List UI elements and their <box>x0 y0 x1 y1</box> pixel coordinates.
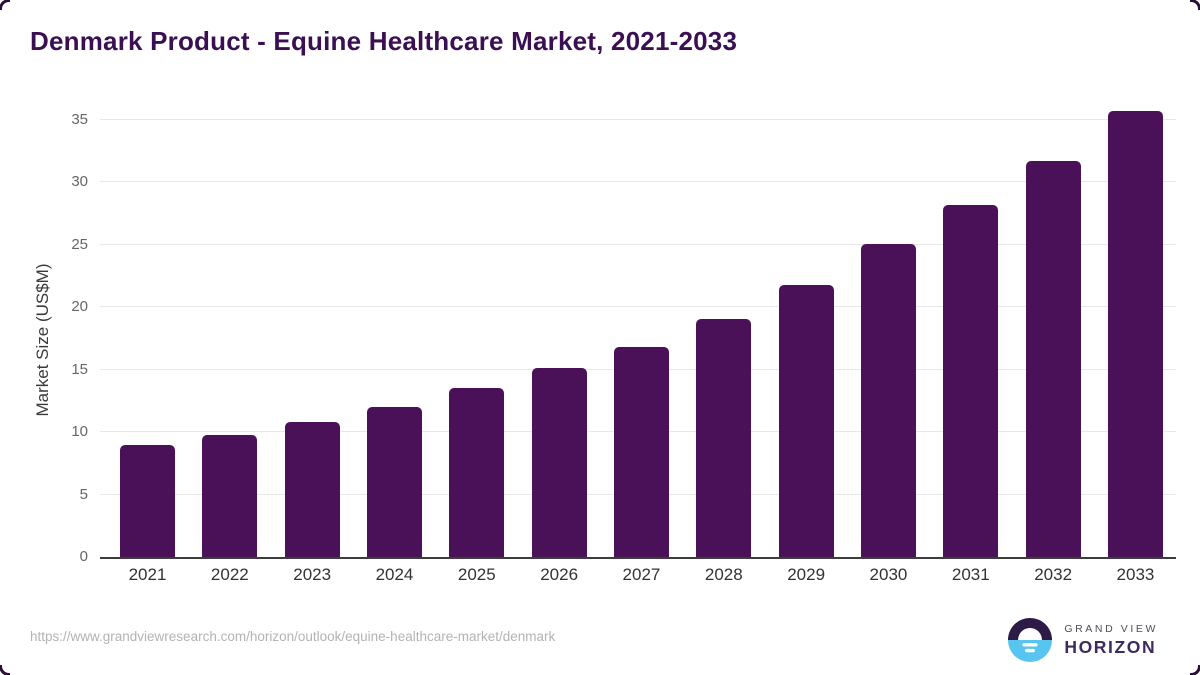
y-axis-tick-label: 15 <box>71 360 88 378</box>
bar-2022 <box>202 434 258 557</box>
y-axis-tick-label: 25 <box>71 235 88 253</box>
bar-2029 <box>778 284 834 557</box>
bar-2021 <box>120 444 175 557</box>
grand-view-horizon-logo: GRAND VIEW HORIZON <box>1007 617 1158 663</box>
corner-decoration <box>0 0 10 10</box>
x-axis-tick-label-2028: 2028 <box>704 565 743 584</box>
logo-text-horizon: HORIZON <box>1064 636 1157 657</box>
x-axis-tick-label-2021: 2021 <box>128 565 167 584</box>
gridline-y-30 <box>100 181 1176 183</box>
bar-chart-plot-area: 0 5 10 15 20 25 30 35 2021 2022 2023 2024 2025 2026 20… <box>71 105 1176 584</box>
x-axis-tick-label-2022: 2022 <box>210 565 249 584</box>
x-axis-tick-label-2032: 2032 <box>1034 565 1073 584</box>
x-axis-tick-label-2031: 2031 <box>951 565 990 584</box>
bar-2028 <box>696 318 752 557</box>
corner-decoration <box>1190 0 1200 10</box>
source-url: https://www.grandviewresearch.com/horizo… <box>30 629 556 644</box>
y-axis-tick-label: 35 <box>71 111 88 128</box>
logo-text: GRAND VIEW HORIZON <box>1064 623 1158 658</box>
bar-2031 <box>943 204 999 557</box>
x-axis-tick-label-2024: 2024 <box>375 565 414 584</box>
gridline-y-25 <box>100 243 1176 245</box>
y-axis-title: Market Size (US$M) <box>33 263 52 417</box>
y-axis-tick-label: 20 <box>71 298 88 316</box>
horizon-sunset-icon <box>1008 617 1053 663</box>
chart-title: Denmark Product - Equine Healthcare Mark… <box>30 26 738 56</box>
bar-2030 <box>860 243 916 557</box>
x-axis-tick-label-2025: 2025 <box>457 565 496 584</box>
x-axis-tick-label-2033: 2033 <box>1116 565 1155 584</box>
bar-2033 <box>1107 111 1163 557</box>
gridline-y-35 <box>100 119 1176 120</box>
x-axis-tick-label-2023: 2023 <box>293 565 332 584</box>
y-axis-tick-label: 0 <box>79 548 88 565</box>
y-axis-tick-label: 10 <box>71 423 88 441</box>
x-axis-tick-label-2027: 2027 <box>622 565 661 584</box>
corner-decoration <box>0 665 10 675</box>
x-axis-tick-label-2030: 2030 <box>869 565 908 584</box>
y-axis-tick-label: 30 <box>71 173 88 191</box>
gridline-y-20 <box>100 306 1176 308</box>
bar-2026 <box>531 368 587 557</box>
x-axis-tick-label-2026: 2026 <box>540 565 579 584</box>
x-axis-tick-label-2029: 2029 <box>787 565 826 584</box>
corner-decoration <box>1190 665 1200 675</box>
logo-text-grand-view: GRAND VIEW <box>1064 622 1158 635</box>
bar-2025 <box>449 388 505 557</box>
bar-2023 <box>284 422 340 557</box>
bar-2027 <box>613 347 669 557</box>
bar-2032 <box>1025 161 1081 557</box>
y-axis-tick-label: 5 <box>79 485 88 503</box>
bar-2024 <box>366 407 422 557</box>
